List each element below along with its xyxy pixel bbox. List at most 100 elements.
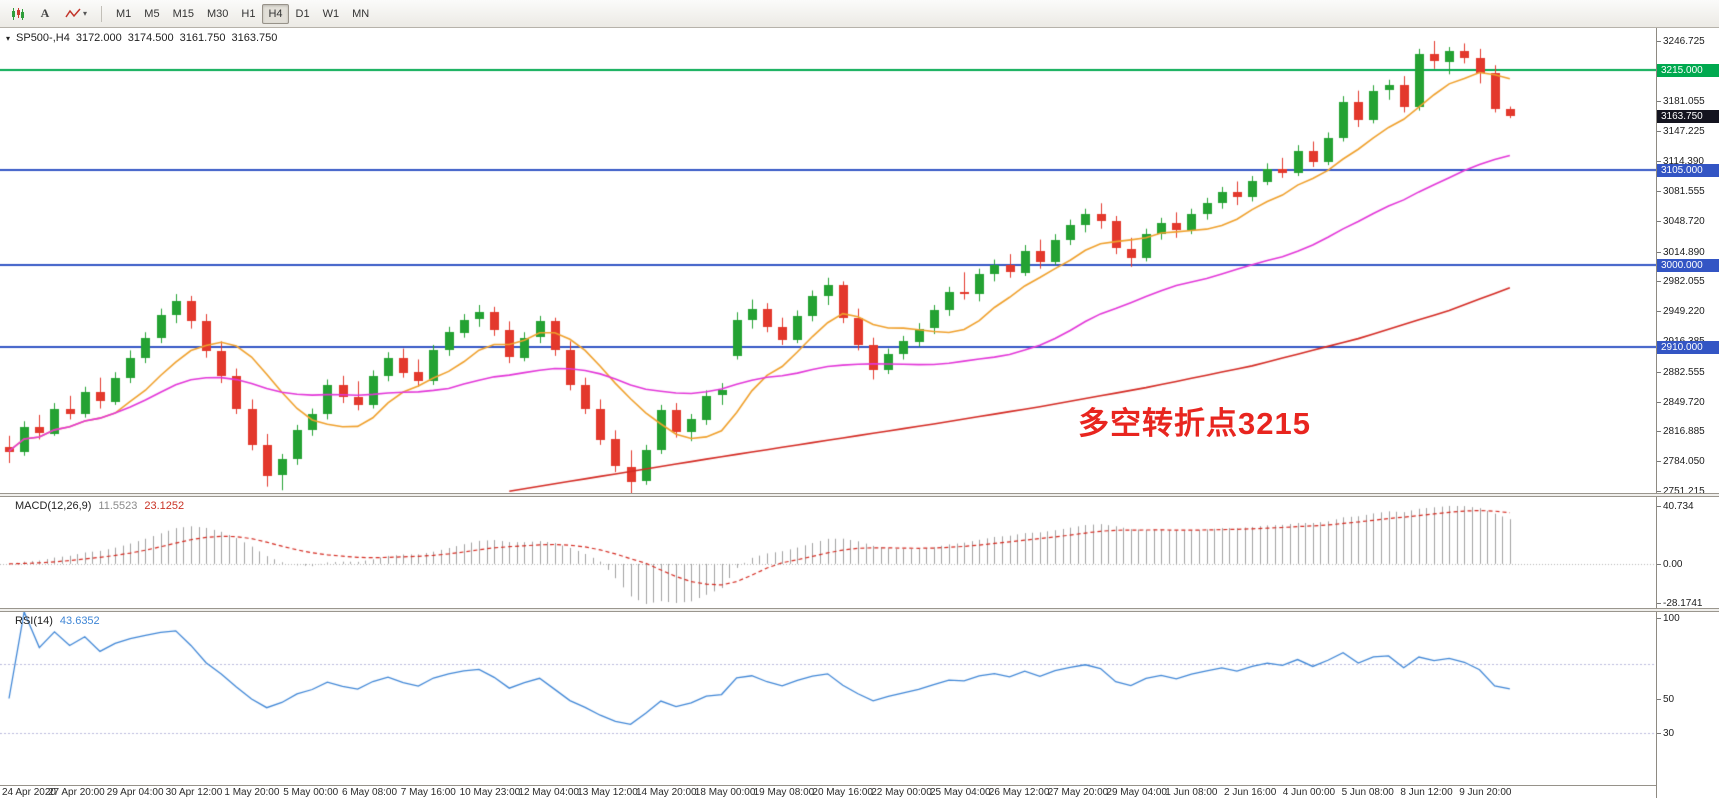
price-badge-3163.750: 3163.750 — [1657, 110, 1719, 123]
time-axis-label: 20 May 16:00 — [812, 787, 873, 798]
timeframe-mn[interactable]: MN — [352, 7, 370, 20]
price-axis-label: 2849.720 — [1663, 397, 1705, 408]
macd-label: MACD(12,26,9) 11.5523 23.1252 — [15, 500, 184, 512]
candles-icon — [12, 7, 24, 20]
timeframe-m1[interactable]: M1 — [116, 7, 132, 20]
price-axis-label-tick — [1657, 281, 1661, 282]
time-axis-label: 10 May 23:00 — [459, 787, 521, 798]
macd-signal-value: 23.1252 — [144, 500, 185, 512]
price-badge-3105.000: 3105.000 — [1657, 164, 1719, 177]
price-axis-label-tick — [1657, 372, 1661, 373]
price-axis-label: 3081.555 — [1663, 186, 1705, 197]
toolbar: A ▾ M1 M5 M15 M30 H1 H4 D1 W1 MN — [0, 0, 1719, 28]
panel-splitter-macd[interactable] — [0, 493, 1719, 497]
chart-title: ▾ SP500-,H4 3172.000 3174.500 3161.750 3… — [6, 32, 277, 44]
time-axis-label: 1 Jun 08:00 — [1165, 787, 1218, 798]
price-axis-label: 3114.390 — [1663, 156, 1704, 167]
macd-main-value: 11.5523 — [98, 500, 138, 512]
price-axis-label-tick — [1657, 221, 1661, 222]
rsi-label: RSI(14) 43.6352 — [15, 615, 100, 627]
text-annotation-button[interactable]: A — [33, 4, 57, 24]
price-axis-label-tick — [1657, 461, 1661, 462]
price-axis-label: 2882.555 — [1663, 367, 1705, 378]
time-axis-label: 5 May 00:00 — [283, 787, 339, 798]
letter-a-icon: A — [40, 6, 50, 20]
macd-axis-label-tick — [1657, 506, 1661, 507]
price-axis-label: 2751.215 — [1663, 486, 1705, 497]
time-axis-label: 9 Jun 20:00 — [1459, 787, 1512, 798]
macd-canvas[interactable] — [0, 497, 1656, 608]
timeframe-m15[interactable]: M15 — [172, 7, 194, 20]
price-axis-label-tick — [1657, 491, 1661, 492]
macd-axis-label-tick — [1657, 603, 1661, 604]
time-axis-label: 19 May 08:00 — [753, 787, 815, 798]
macd-name: MACD(12,26,9) — [15, 500, 92, 512]
ohlc-close: 3163.750 — [231, 32, 278, 44]
rsi-value: 43.6352 — [59, 615, 100, 627]
price-axis-label-tick — [1657, 41, 1661, 42]
rsi-axis-label: 100 — [1663, 613, 1680, 624]
rsi-canvas[interactable] — [0, 612, 1656, 785]
price-badge-3000.000: 3000.000 — [1657, 259, 1719, 272]
indicators-button[interactable]: ▾ — [59, 4, 93, 24]
macd-axis-label: 0.00 — [1663, 559, 1683, 570]
zigzag-icon — [65, 8, 81, 17]
macd-axis-label-tick — [1657, 564, 1661, 565]
timeframe-h4[interactable]: H4 — [262, 3, 289, 24]
annotation-text: 多空转折点3215 — [1078, 406, 1311, 441]
toolbar-separator — [101, 5, 103, 22]
time-axis-label: 27 Apr 20:00 — [48, 787, 105, 798]
rsi-axis-label: 30 — [1663, 728, 1675, 739]
price-axis-label: 3246.725 — [1663, 36, 1705, 47]
ohlc-high: 3174.500 — [127, 32, 174, 44]
price-axis-label: 2816.885 — [1663, 426, 1705, 437]
main-chart-canvas[interactable] — [0, 28, 1656, 493]
time-axis-label: 26 May 12:00 — [988, 787, 1050, 798]
time-axis-label: 14 May 20:00 — [636, 787, 697, 798]
time-axis-label: 30 Apr 12:00 — [165, 787, 223, 798]
price-badge-2910.000: 2910.000 — [1657, 341, 1719, 354]
ohlc-open: 3172.000 — [75, 32, 122, 44]
panel-splitter-rsi[interactable] — [0, 608, 1719, 612]
time-axis-label: 29 May 04:00 — [1106, 787, 1167, 798]
price-axis-label-tick — [1657, 311, 1661, 312]
price-axis-label: 3181.055 — [1663, 96, 1705, 107]
time-axis-label: 8 Jun 12:00 — [1400, 787, 1453, 798]
ohlc-low: 3161.750 — [179, 32, 226, 44]
timeframe-h1[interactable]: H1 — [241, 7, 256, 20]
timeframe-m5[interactable]: M5 — [144, 7, 160, 20]
time-axis-label: 24 Apr 2020 — [2, 787, 56, 798]
price-axis-label-tick — [1657, 402, 1661, 403]
time-axis-label: 13 May 12:00 — [577, 787, 638, 798]
time-axis-label: 1 May 20:00 — [224, 787, 280, 798]
price-axis-label: 2982.055 — [1663, 276, 1705, 287]
time-axis: 24 Apr 2020 27 Apr 20:00 29 Apr 04:00 30 Ap… — [0, 785, 1656, 798]
rsi-name: RSI(14) — [15, 615, 53, 627]
price-axis-label-tick — [1657, 101, 1661, 102]
time-axis-label: 22 May 00:00 — [871, 787, 932, 798]
timeframe-m30[interactable]: M30 — [206, 7, 229, 20]
price-axis-label-tick — [1657, 252, 1661, 253]
time-axis-label: 4 Jun 00:00 — [1282, 787, 1336, 798]
time-axis-label: 5 Jun 08:00 — [1341, 787, 1394, 798]
price-axis-label-tick — [1657, 191, 1661, 192]
time-axis-label: 12 May 04:00 — [518, 787, 579, 798]
chart-menu-icon[interactable]: ▾ — [6, 33, 11, 43]
time-axis-label: 25 May 04:00 — [930, 787, 991, 798]
chart-type-button[interactable] — [5, 4, 31, 24]
rsi-axis-label-tick — [1657, 699, 1661, 700]
chart-symbol-period: SP500-,H4 — [16, 32, 70, 44]
timeframe-w1[interactable]: W1 — [322, 7, 340, 20]
time-axis-label: 2 Jun 16:00 — [1224, 787, 1277, 798]
timeframe-d1[interactable]: D1 — [295, 7, 310, 20]
price-axis: 3246.725 3181.055 3147.225 3114.390 3081.555… — [1656, 28, 1719, 798]
price-axis-label: 3147.225 — [1663, 126, 1705, 137]
price-badge-3215.000: 3215.000 — [1657, 64, 1719, 77]
rsi-axis-label-tick — [1657, 733, 1661, 734]
price-axis-label-tick — [1657, 131, 1661, 132]
dropdown-caret-icon: ▾ — [83, 9, 88, 18]
time-axis-label: 6 May 08:00 — [342, 787, 398, 798]
price-axis-label: 2784.050 — [1663, 456, 1705, 467]
rsi-axis-label-tick — [1657, 618, 1661, 619]
time-axis-label: 7 May 16:00 — [400, 787, 456, 798]
